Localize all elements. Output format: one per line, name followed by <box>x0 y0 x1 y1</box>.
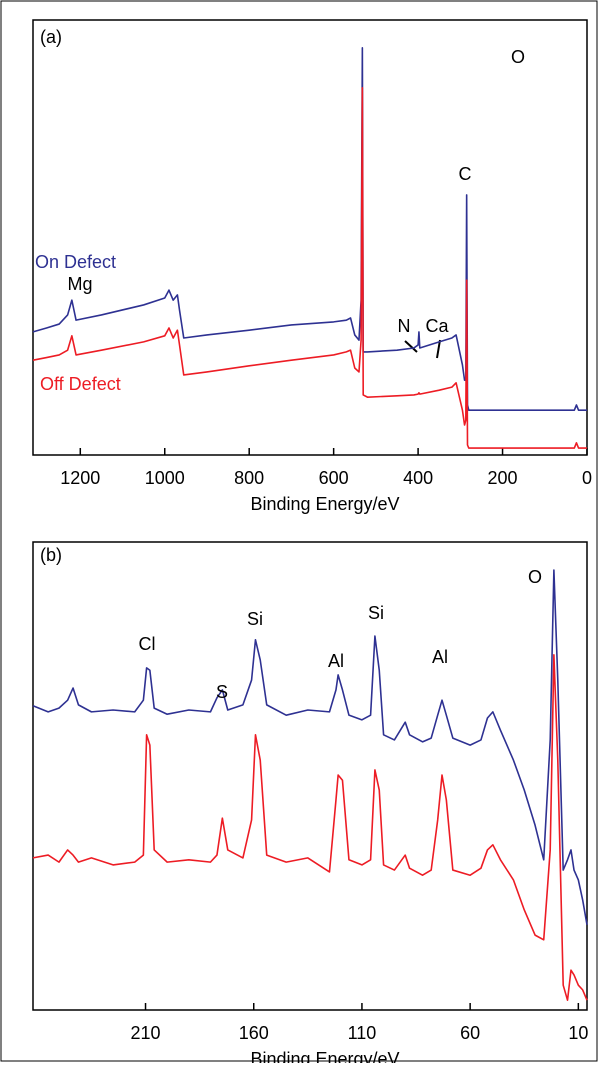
peak-label: Al <box>328 651 344 671</box>
x-tick-label: 800 <box>234 468 264 488</box>
x-tick-label: 210 <box>131 1023 161 1043</box>
spectrum-line <box>32 569 588 925</box>
peak-label: Si <box>247 609 263 629</box>
x-tick-label: 600 <box>319 468 349 488</box>
peak-label: Al <box>432 647 448 667</box>
peak-label: S <box>216 682 228 702</box>
peak-label: Mg <box>67 274 92 294</box>
spectrum-line <box>32 653 588 1001</box>
x-tick-label: 200 <box>488 468 518 488</box>
series-label: Off Defect <box>40 374 121 394</box>
x-tick-label: 1000 <box>145 468 185 488</box>
x-tick-label: 1200 <box>60 468 100 488</box>
x-axis-label: Binding Energy/eV <box>250 494 399 514</box>
x-tick-label: 0 <box>582 468 592 488</box>
peak-label: N <box>398 316 411 336</box>
panel-label: (a) <box>40 27 62 47</box>
peak-label: C <box>459 164 472 184</box>
x-tick-label: 160 <box>239 1023 269 1043</box>
pointer <box>436 339 441 359</box>
plot-frame <box>32 541 588 1011</box>
peak-label: O <box>528 567 542 587</box>
peak-label: Ca <box>425 316 449 336</box>
spectrum-line <box>32 87 587 449</box>
x-tick-label: 10 <box>568 1023 588 1043</box>
x-tick-label: 60 <box>460 1023 480 1043</box>
x-tick-label: 400 <box>403 468 433 488</box>
pointer <box>404 340 418 353</box>
x-axis-label: Binding Energy/eV <box>250 1049 399 1063</box>
plot-frame <box>32 19 588 456</box>
x-tick-label: 110 <box>348 1023 377 1043</box>
series-label: On Defect <box>35 252 116 272</box>
spectrum-line <box>32 47 587 411</box>
peak-label: O <box>511 47 525 67</box>
peak-label: Cl <box>139 634 156 654</box>
panel-label: (b) <box>40 545 62 565</box>
peak-label: Si <box>368 603 384 623</box>
